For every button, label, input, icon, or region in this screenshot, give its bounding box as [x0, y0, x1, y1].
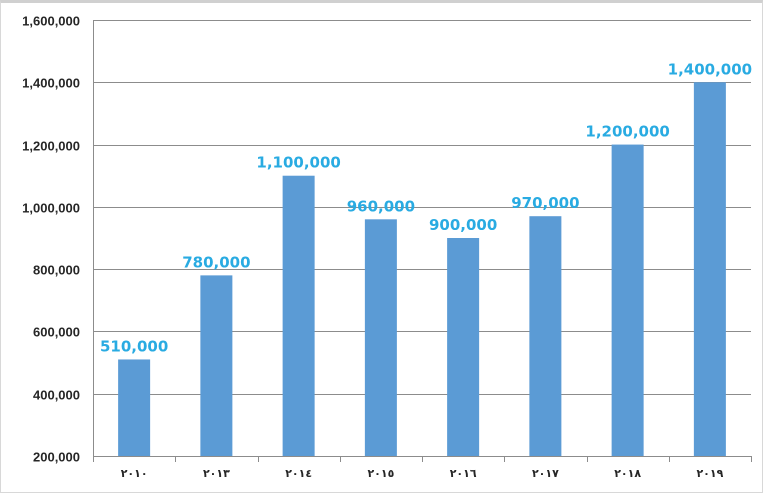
bar [611, 144, 644, 457]
x-tick-label: ٢٠١٨ [614, 467, 641, 480]
y-tick-label: 1,600,000 [22, 14, 80, 29]
x-tick-label: ٢٠١٦ [450, 467, 477, 480]
y-tick-label: 1,200,000 [22, 139, 80, 154]
x-axis: ٢٠١٠ ٢٠١٣ ٢٠١٤ ٢٠١٥ ٢٠١٦ ٢٠١٧ ٢٠١٨ ٢٠١٩ [93, 456, 752, 480]
data-label: 780,000 [182, 253, 250, 271]
x-tick-label: ٢٠١٩ [696, 467, 723, 480]
bar [447, 238, 480, 456]
y-tick-label: 800,000 [33, 263, 80, 278]
bar [118, 359, 151, 456]
bar [529, 216, 562, 456]
y-axis-ticks: 200,000 400,000 600,000 800,000 1,000,000 1,2… [22, 14, 94, 465]
bars [118, 82, 726, 457]
x-tick-label: ٢٠١٥ [367, 467, 394, 480]
data-label: 510,000 [100, 337, 168, 355]
x-tick-label: ٢٠١٣ [203, 467, 230, 480]
bar [200, 275, 233, 456]
data-label: 970,000 [511, 194, 579, 212]
data-label: 1,400,000 [668, 60, 752, 78]
y-tick-label: 600,000 [33, 325, 80, 340]
bar [364, 219, 397, 456]
x-tick-label: ٢٠١٠ [121, 467, 148, 480]
x-tick-label: ٢٠١٧ [532, 467, 559, 480]
bar [693, 82, 726, 457]
data-label: 1,200,000 [585, 123, 669, 141]
data-label: 1,100,000 [256, 154, 340, 172]
data-label: 900,000 [429, 216, 497, 234]
x-tick-label: ٢٠١٤ [285, 467, 312, 480]
y-tick-label: 1,000,000 [22, 201, 80, 216]
gridlines [93, 20, 751, 457]
y-tick-label: 400,000 [33, 388, 80, 403]
data-label: 960,000 [347, 197, 415, 215]
data-labels: 510,000 780,000 1,100,000 960,000 900,000 970… [100, 60, 752, 355]
bar [282, 175, 315, 456]
y-tick-label: 200,000 [33, 450, 80, 465]
y-tick-label: 1,400,000 [22, 76, 80, 91]
